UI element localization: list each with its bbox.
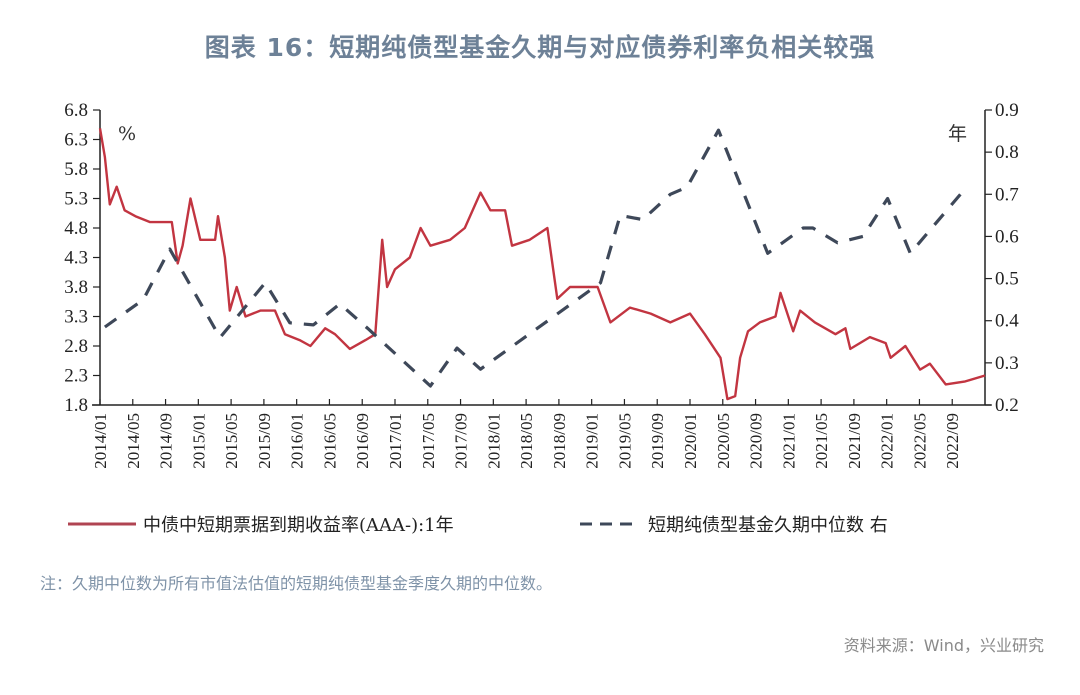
left-tick-label: 5.8 [64,159,88,180]
x-tick-label: 2022/09 [943,413,962,469]
x-tick-label: 2017/09 [452,413,471,469]
x-tick-label: 2020/01 [681,413,700,469]
left-tick-label: 3.8 [64,277,88,298]
right-tick-label: 0.3 [995,353,1019,374]
source-note: 资料来源：Wind，兴业研究 [843,636,1044,655]
left-tick-label: 2.8 [64,336,88,357]
x-tick-label: 2019/05 [615,413,634,469]
chart-title: 图表 16：短期纯债型基金久期与对应债券利率负相关较强 [204,33,876,62]
right-axis-unit: 年 [948,123,967,145]
x-tick-label: 2016/01 [288,413,307,469]
axes: 1.8 2.3 2.8 3.3 3.8 4.3 4.8 5.3 5.8 6.3 6.8 0.2 0.3 0… [64,100,1019,469]
duration-series-line [103,128,962,388]
x-tick-label: 2017/01 [386,413,405,469]
x-tick-label: 2018/01 [484,413,503,469]
left-tick-label: 2.3 [64,366,88,387]
yield-series-line [98,128,986,401]
x-tick-label: 2019/09 [648,413,667,469]
right-tick-label: 0.9 [995,100,1019,121]
x-tick-label: 2015/09 [255,413,274,469]
x-tick-label: 2019/01 [583,413,602,469]
right-tick-label: 0.6 [995,226,1019,247]
x-tick-label: 2021/05 [812,413,831,469]
right-tick-label: 0.5 [995,269,1019,290]
series-lines [98,128,986,401]
left-tick-label: 6.3 [64,130,88,151]
left-tick-label: 1.8 [64,395,88,416]
left-tick-label: 4.8 [64,218,88,239]
x-tick-label: 2020/05 [714,413,733,469]
left-axis-unit: % [118,123,136,145]
legend: 中债中短期票据到期收益率(AAA-):1年 短期纯债型基金久期中位数 右 [68,515,888,536]
footnote: 注：久期中位数为所有市值法估值的短期纯债型基金季度久期的中位数。 [40,574,553,593]
x-tick-label: 2014/05 [124,413,143,469]
x-tick-label: 2021/09 [845,413,864,469]
legend-label-yield: 中债中短期票据到期收益率(AAA-):1年 [143,515,454,536]
right-tick-label: 0.7 [995,184,1019,205]
x-tick-label: 2022/05 [910,413,929,469]
right-tick-label: 0.2 [995,395,1019,416]
right-tick-label: 0.4 [995,311,1019,332]
x-tick-label: 2022/01 [878,413,897,469]
x-tick-label: 2015/05 [222,413,241,469]
x-tick-label: 2014/01 [91,413,110,469]
x-tick-label: 2021/01 [779,413,798,469]
x-tick-label: 2020/09 [747,413,766,469]
x-tick-label: 2017/05 [419,413,438,469]
legend-label-duration: 短期纯债型基金久期中位数 右 [648,515,888,536]
left-tick-label: 3.3 [64,307,88,328]
left-tick-label: 4.3 [64,248,88,269]
right-tick-label: 0.8 [995,142,1019,163]
x-tick-label: 2016/05 [320,413,339,469]
x-tick-label: 2018/09 [550,413,569,469]
x-tick-label: 2015/01 [189,413,208,469]
x-tick-label: 2014/09 [157,413,176,469]
left-tick-label: 5.3 [64,189,88,210]
left-tick-label: 6.8 [64,100,88,121]
x-tick-label: 2018/05 [517,413,536,469]
x-tick-label: 2016/09 [353,413,372,469]
